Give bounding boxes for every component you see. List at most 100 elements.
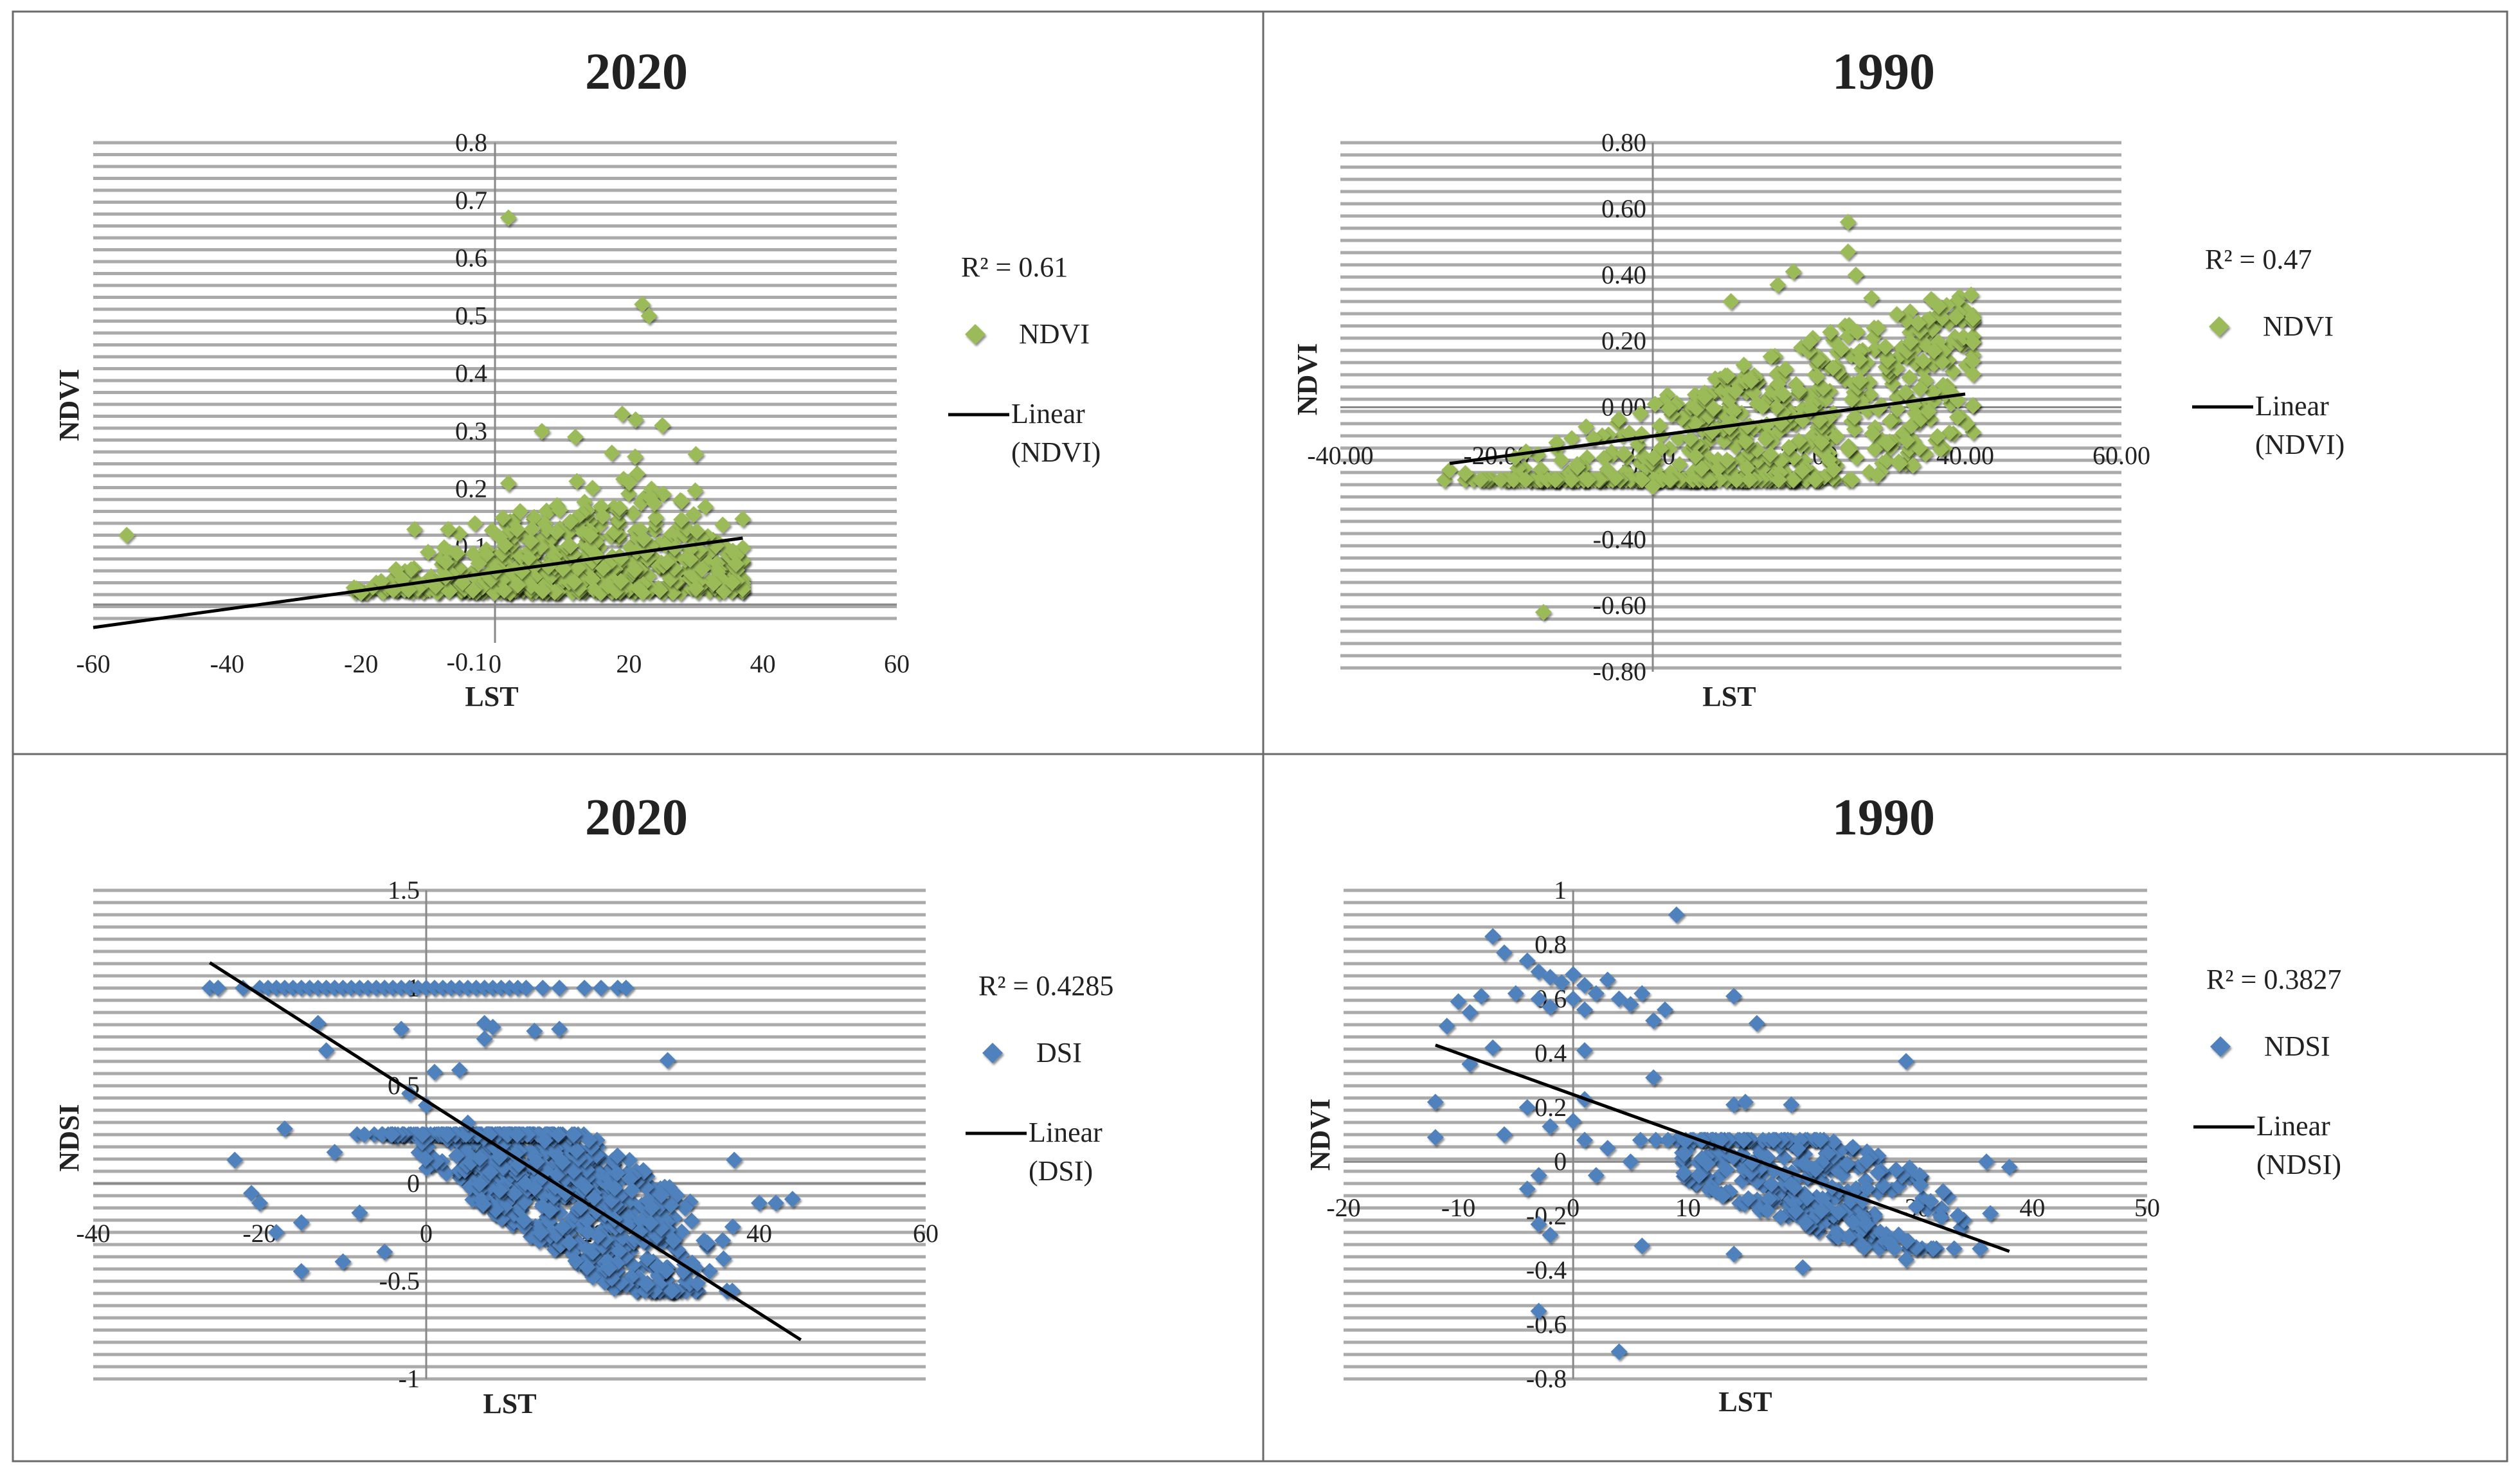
- data-point: [1808, 368, 1826, 385]
- chart-panel-1: -60 -40 -20 0 20 40 60-0.10.10.20.30.40.50.60.…: [53, 44, 1101, 712]
- data-point: [356, 1126, 373, 1143]
- legend-series-label: NDVI: [2263, 310, 2334, 342]
- data-point: [676, 1199, 694, 1216]
- data-point: [526, 1179, 543, 1196]
- data-point: [1830, 1228, 1847, 1246]
- data-point: [1622, 996, 1639, 1013]
- data-point: [1441, 462, 1459, 479]
- data-point: [440, 521, 457, 538]
- data-point: [1911, 1167, 1929, 1184]
- data-point: [1532, 461, 1549, 478]
- data-point: [1576, 1042, 1593, 1059]
- data-point: [226, 1151, 244, 1169]
- data-point: [1718, 1161, 1735, 1178]
- data-point: [567, 428, 584, 446]
- data-point: [1646, 395, 1664, 413]
- data-point: [1932, 1209, 1950, 1226]
- data-point: [580, 1131, 598, 1149]
- data-point: [1760, 1191, 1778, 1208]
- data-point: [1851, 372, 1869, 390]
- data-point: [1599, 971, 1616, 989]
- data-point: [1869, 1164, 1887, 1182]
- data-point: [1911, 440, 1928, 457]
- y-tick-label: 0: [1554, 1147, 1567, 1176]
- data-point: [351, 1204, 368, 1221]
- data-point: [1797, 1214, 1814, 1232]
- data-point: [714, 516, 732, 534]
- data-point: [1828, 428, 1845, 446]
- data-point: [1610, 990, 1628, 1007]
- data-point: [496, 582, 513, 599]
- legend-marker: [965, 324, 986, 345]
- data-point: [519, 1126, 536, 1143]
- data-point: [1748, 1014, 1765, 1032]
- data-point: [714, 1232, 732, 1249]
- data-point: [383, 1126, 401, 1143]
- data-point: [1505, 471, 1522, 489]
- data-point: [1886, 1240, 1904, 1257]
- data-point: [654, 417, 671, 434]
- data-point: [414, 1126, 431, 1143]
- data-point: [1849, 323, 1866, 341]
- legend: R² = 0.61 NDVI Linear (NDVI): [948, 251, 1101, 468]
- data-point: [594, 508, 611, 525]
- trendline: [1449, 392, 1966, 465]
- data-point: [613, 405, 631, 422]
- x-tick-label: 40: [746, 1219, 772, 1248]
- data-point: [603, 444, 620, 462]
- data-point: [276, 1120, 293, 1137]
- data-point: [611, 1243, 628, 1260]
- data-point: [620, 485, 637, 503]
- x-axis-label: LST: [1702, 681, 1756, 712]
- data-point: [1651, 417, 1668, 435]
- x-tick-label: 60.00: [2092, 441, 2150, 470]
- legend-trend-label: Linear: [2255, 390, 2329, 422]
- data-point: [466, 515, 483, 532]
- data-point: [1722, 292, 1740, 310]
- y-axis-label: NDVI: [53, 369, 85, 441]
- data-point: [1737, 433, 1754, 450]
- data-point: [528, 1153, 545, 1171]
- data-point: [1675, 1164, 1693, 1182]
- y-tick-label: -0.6: [1526, 1310, 1567, 1339]
- data-point: [673, 1223, 690, 1241]
- data-point: [716, 582, 733, 600]
- data-point: [1901, 369, 1918, 386]
- data-point: [1879, 351, 1896, 368]
- data-point: [1911, 380, 1929, 397]
- data-point: [1878, 452, 1896, 469]
- data-point: [724, 574, 741, 591]
- data-point: [1530, 1216, 1547, 1233]
- y-tick-label: -0.5: [379, 1266, 420, 1295]
- marker-series: [201, 980, 801, 1300]
- trendline: [1435, 1043, 2010, 1253]
- data-point: [1725, 1245, 1743, 1263]
- data-point: [554, 1154, 571, 1171]
- data-point: [1563, 471, 1580, 489]
- data-point: [1530, 990, 1547, 1007]
- data-point: [1693, 460, 1710, 478]
- data-point: [1864, 425, 1881, 442]
- data-point: [1622, 1153, 1639, 1171]
- y-tick-label: 0.2: [1534, 1093, 1567, 1122]
- data-point: [565, 1162, 582, 1180]
- trendline: [93, 536, 743, 629]
- data-point: [1794, 462, 1811, 480]
- data-point: [1840, 1228, 1857, 1246]
- data-point: [1882, 413, 1899, 430]
- data-point: [584, 571, 601, 588]
- data-point: [579, 1212, 596, 1229]
- data-point: [1517, 471, 1534, 489]
- data-point: [1661, 440, 1678, 457]
- x-tick-label: 0: [1567, 1193, 1580, 1222]
- data-point: [1711, 471, 1728, 489]
- data-point: [1610, 1343, 1628, 1360]
- data-point: [586, 1189, 603, 1207]
- data-point: [620, 474, 638, 491]
- data-point: [516, 1212, 533, 1229]
- data-point: [1530, 963, 1547, 980]
- legend-r-squared: R² = 0.4285: [978, 970, 1113, 1002]
- legend-marker: [2209, 316, 2229, 337]
- data-point: [1888, 306, 1905, 323]
- data-point: [688, 1275, 706, 1292]
